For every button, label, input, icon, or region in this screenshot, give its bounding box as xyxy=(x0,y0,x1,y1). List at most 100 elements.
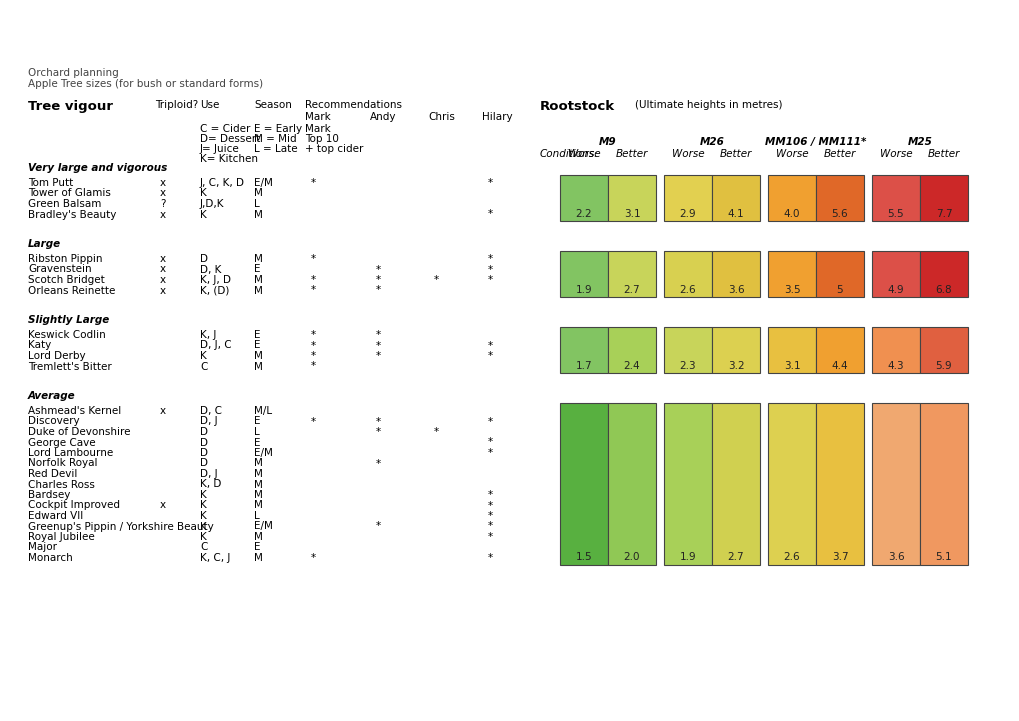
Bar xyxy=(919,175,967,221)
Bar xyxy=(663,175,711,221)
Bar xyxy=(767,175,815,221)
Text: L: L xyxy=(254,511,260,521)
Text: 3.1: 3.1 xyxy=(623,209,640,219)
Text: D: D xyxy=(200,254,208,264)
Text: *: * xyxy=(433,427,438,437)
Text: *: * xyxy=(487,254,492,264)
Text: Gravenstein: Gravenstein xyxy=(28,265,92,275)
Text: L: L xyxy=(254,199,260,209)
Text: *: * xyxy=(487,521,492,531)
Text: *: * xyxy=(375,351,380,361)
Text: Better: Better xyxy=(927,149,959,159)
Bar xyxy=(607,327,655,373)
Bar xyxy=(871,403,919,565)
Text: K: K xyxy=(200,188,207,198)
Text: Conditions:: Conditions: xyxy=(539,149,598,159)
Text: J,D,K: J,D,K xyxy=(200,199,224,209)
Text: Greenup's Pippin / Yorkshire Beauty: Greenup's Pippin / Yorkshire Beauty xyxy=(28,521,214,531)
Text: Major: Major xyxy=(28,542,57,552)
Text: ?: ? xyxy=(160,199,165,209)
Text: M: M xyxy=(254,459,263,469)
Text: George Cave: George Cave xyxy=(28,438,96,448)
Text: Bardsey: Bardsey xyxy=(28,490,70,500)
Text: 1.5: 1.5 xyxy=(575,552,592,562)
Text: x: x xyxy=(160,265,166,275)
Text: Hilary: Hilary xyxy=(482,112,513,122)
Text: *: * xyxy=(375,275,380,285)
Text: E: E xyxy=(254,265,260,275)
Text: 3.7: 3.7 xyxy=(830,552,848,562)
Text: Lord Derby: Lord Derby xyxy=(28,351,86,361)
Text: M9: M9 xyxy=(598,137,616,147)
Bar xyxy=(559,327,607,373)
Text: Red Devil: Red Devil xyxy=(28,469,77,479)
Text: Orleans Reinette: Orleans Reinette xyxy=(28,286,115,296)
Text: *: * xyxy=(487,178,492,188)
Text: K: K xyxy=(200,500,207,510)
Text: 2.2: 2.2 xyxy=(575,209,592,219)
Text: 3.6: 3.6 xyxy=(727,285,744,295)
Text: 2.9: 2.9 xyxy=(679,209,696,219)
Bar xyxy=(559,175,607,221)
Text: Mark: Mark xyxy=(305,112,330,122)
Text: *: * xyxy=(310,254,315,264)
Text: Andy: Andy xyxy=(370,112,396,122)
Text: D: D xyxy=(200,427,208,437)
Text: K, D: K, D xyxy=(200,479,221,490)
Text: J= Juice: J= Juice xyxy=(200,144,239,154)
Text: K, C, J: K, C, J xyxy=(200,553,230,563)
Text: Rootstock: Rootstock xyxy=(539,100,614,113)
Text: E = Early: E = Early xyxy=(254,124,302,134)
Text: K, J: K, J xyxy=(200,330,216,340)
Text: 2.6: 2.6 xyxy=(783,552,800,562)
Text: D, K: D, K xyxy=(200,265,221,275)
Text: Tom Putt: Tom Putt xyxy=(28,178,73,188)
Text: K= Kitchen: K= Kitchen xyxy=(200,154,258,164)
Text: Norfolk Royal: Norfolk Royal xyxy=(28,459,98,469)
Text: D, J, C: D, J, C xyxy=(200,340,231,350)
Text: 4.3: 4.3 xyxy=(887,361,904,371)
Text: Duke of Devonshire: Duke of Devonshire xyxy=(28,427,130,437)
Text: *: * xyxy=(375,330,380,340)
Text: E/M: E/M xyxy=(254,448,273,458)
Text: Mark: Mark xyxy=(305,124,330,134)
Text: K: K xyxy=(200,490,207,500)
Text: M: M xyxy=(254,188,263,198)
Text: E: E xyxy=(254,542,260,552)
Text: M: M xyxy=(254,286,263,296)
Text: Season: Season xyxy=(254,100,291,110)
Text: *: * xyxy=(375,521,380,531)
Text: 1.7: 1.7 xyxy=(575,361,592,371)
Bar xyxy=(919,403,967,565)
Text: M: M xyxy=(254,490,263,500)
Text: Tremlett's Bitter: Tremlett's Bitter xyxy=(28,361,112,371)
Text: Discovery: Discovery xyxy=(28,417,79,427)
Text: (Ultimate heights in metres): (Ultimate heights in metres) xyxy=(635,100,782,110)
Text: 2.4: 2.4 xyxy=(623,361,640,371)
Text: M/L: M/L xyxy=(254,406,272,416)
Bar xyxy=(559,251,607,297)
Text: C: C xyxy=(200,361,207,371)
Bar xyxy=(767,403,815,565)
Text: Average: Average xyxy=(28,391,75,401)
Text: E: E xyxy=(254,417,260,427)
Text: x: x xyxy=(160,254,166,264)
Text: Scotch Bridget: Scotch Bridget xyxy=(28,275,105,285)
Bar xyxy=(711,251,759,297)
Text: E: E xyxy=(254,438,260,448)
Text: *: * xyxy=(487,511,492,521)
Text: x: x xyxy=(160,188,166,198)
Text: + top cider: + top cider xyxy=(305,144,363,154)
Text: Tree vigour: Tree vigour xyxy=(28,100,113,113)
Text: Worse: Worse xyxy=(774,149,807,159)
Text: 4.4: 4.4 xyxy=(830,361,848,371)
Bar xyxy=(871,251,919,297)
Text: Better: Better xyxy=(719,149,751,159)
Text: C = Cider: C = Cider xyxy=(200,124,250,134)
Text: 2.0: 2.0 xyxy=(624,552,640,562)
Bar xyxy=(919,251,967,297)
Text: M: M xyxy=(254,275,263,285)
Text: Royal Jubilee: Royal Jubilee xyxy=(28,532,95,542)
Bar xyxy=(871,327,919,373)
Text: *: * xyxy=(375,265,380,275)
